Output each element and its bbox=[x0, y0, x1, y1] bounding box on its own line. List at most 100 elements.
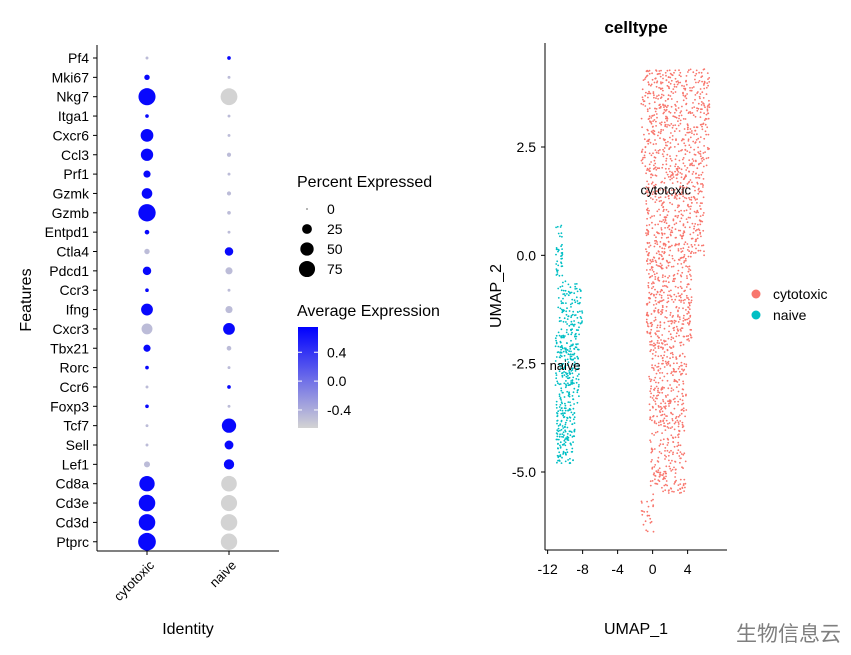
umap-point-cytotoxic bbox=[665, 108, 668, 111]
umap-point-cytotoxic bbox=[659, 196, 662, 199]
umap-point-naive bbox=[563, 434, 565, 437]
umap-point-cytotoxic bbox=[669, 249, 672, 252]
umap-point-naive bbox=[560, 252, 563, 254]
umap-point-naive bbox=[567, 459, 569, 461]
umap-point-cytotoxic bbox=[669, 384, 671, 386]
umap-point-cytotoxic bbox=[696, 107, 698, 110]
umap-point-cytotoxic bbox=[641, 88, 644, 91]
umap-point-cytotoxic bbox=[654, 478, 656, 481]
feature-label-ifng: Ifng bbox=[66, 302, 89, 318]
umap-point-cytotoxic bbox=[682, 94, 685, 97]
umap-point-cytotoxic bbox=[645, 269, 648, 271]
umap-point-naive bbox=[557, 331, 560, 334]
umap-point-cytotoxic bbox=[654, 387, 656, 390]
umap-point-naive bbox=[571, 372, 574, 375]
umap-point-cytotoxic bbox=[689, 233, 692, 236]
umap-point-cytotoxic bbox=[675, 357, 678, 360]
umap-point-cytotoxic bbox=[674, 209, 677, 212]
umap-point-cytotoxic bbox=[674, 400, 676, 403]
umap-point-cytotoxic bbox=[652, 344, 655, 347]
dot-foxp3-cytotoxic bbox=[145, 404, 149, 409]
umap-xtick-label: -8 bbox=[576, 561, 589, 577]
umap-point-naive bbox=[566, 318, 569, 320]
umap-point-cytotoxic bbox=[665, 419, 668, 422]
umap-point-naive bbox=[558, 393, 561, 396]
umap-point-naive bbox=[560, 320, 562, 322]
umap-point-cytotoxic bbox=[659, 106, 662, 109]
umap-point-cytotoxic bbox=[666, 356, 668, 358]
dot-ccr6-cytotoxic bbox=[145, 385, 149, 389]
umap-point-cytotoxic bbox=[669, 178, 672, 181]
umap-point-cytotoxic bbox=[683, 478, 686, 481]
umap-point-cytotoxic bbox=[683, 210, 686, 212]
umap-point-cytotoxic bbox=[676, 216, 679, 219]
umap-point-naive bbox=[569, 345, 571, 348]
umap-point-cytotoxic bbox=[682, 247, 685, 250]
umap-point-cytotoxic bbox=[665, 163, 668, 166]
umap-point-cytotoxic bbox=[695, 215, 698, 218]
umap-point-cytotoxic bbox=[680, 193, 683, 196]
umap-point-cytotoxic bbox=[672, 124, 675, 127]
umap-point-cytotoxic bbox=[657, 456, 660, 459]
umap-point-cytotoxic bbox=[653, 114, 656, 116]
umap-point-cytotoxic bbox=[677, 321, 680, 323]
umap-point-cytotoxic bbox=[680, 301, 682, 303]
umap-point-cytotoxic bbox=[686, 249, 689, 251]
umap-point-cytotoxic bbox=[662, 400, 665, 403]
umap-point-cytotoxic bbox=[663, 251, 666, 254]
umap-point-naive bbox=[565, 331, 568, 334]
umap-point-naive bbox=[572, 391, 575, 394]
umap-point-cytotoxic bbox=[692, 86, 695, 88]
umap-point-naive bbox=[564, 441, 567, 444]
umap-point-naive bbox=[579, 296, 582, 299]
umap-point-cytotoxic bbox=[685, 394, 687, 397]
umap-point-cytotoxic bbox=[652, 530, 655, 533]
umap-point-cytotoxic bbox=[648, 163, 651, 166]
dot-nkg7-cytotoxic bbox=[138, 88, 156, 106]
umap-point-cytotoxic bbox=[701, 202, 703, 205]
umap-point-cytotoxic bbox=[665, 455, 667, 458]
umap-point-naive bbox=[565, 351, 568, 354]
umap-point-naive bbox=[565, 373, 568, 375]
umap-point-cytotoxic bbox=[688, 302, 691, 304]
umap-point-cytotoxic bbox=[671, 371, 673, 373]
umap-point-cytotoxic bbox=[670, 390, 673, 392]
umap-point-cytotoxic bbox=[681, 173, 683, 175]
umap-point-cytotoxic bbox=[673, 422, 676, 425]
umap-point-naive bbox=[567, 401, 570, 403]
umap-point-naive bbox=[572, 376, 575, 379]
umap-point-cytotoxic bbox=[702, 123, 704, 126]
umap-point-cytotoxic bbox=[708, 147, 710, 150]
umap-point-cytotoxic bbox=[702, 156, 704, 159]
umap-point-cytotoxic bbox=[644, 76, 647, 79]
umap-point-cytotoxic bbox=[650, 182, 653, 185]
umap-point-cytotoxic bbox=[663, 247, 666, 250]
umap-point-cytotoxic bbox=[661, 308, 664, 311]
umap-point-cytotoxic bbox=[657, 369, 660, 371]
umap-point-cytotoxic bbox=[670, 336, 673, 338]
umap-point-cytotoxic bbox=[665, 280, 667, 283]
umap-point-cytotoxic bbox=[677, 249, 680, 252]
umap-point-cytotoxic bbox=[674, 103, 676, 106]
umap-point-naive bbox=[559, 226, 562, 228]
umap-point-cytotoxic bbox=[660, 82, 662, 85]
umap-point-cytotoxic bbox=[677, 484, 680, 486]
umap-point-cytotoxic bbox=[679, 487, 681, 490]
umap-point-cytotoxic bbox=[671, 468, 674, 471]
umap-point-cytotoxic bbox=[699, 93, 702, 95]
umap-point-naive bbox=[564, 358, 567, 361]
umap-point-cytotoxic bbox=[676, 169, 679, 172]
umap-point-cytotoxic bbox=[690, 244, 693, 246]
umap-point-cytotoxic bbox=[691, 245, 694, 248]
umap-point-cytotoxic bbox=[668, 459, 670, 462]
umap-point-naive bbox=[568, 430, 571, 433]
umap-point-cytotoxic bbox=[698, 152, 701, 155]
umap-point-cytotoxic bbox=[652, 504, 655, 507]
umap-point-cytotoxic bbox=[664, 450, 666, 452]
umap-point-cytotoxic bbox=[680, 251, 683, 253]
umap-point-naive bbox=[559, 235, 561, 238]
umap-point-cytotoxic bbox=[661, 255, 663, 258]
umap-point-cytotoxic bbox=[644, 105, 647, 107]
umap-point-cytotoxic bbox=[689, 252, 692, 255]
